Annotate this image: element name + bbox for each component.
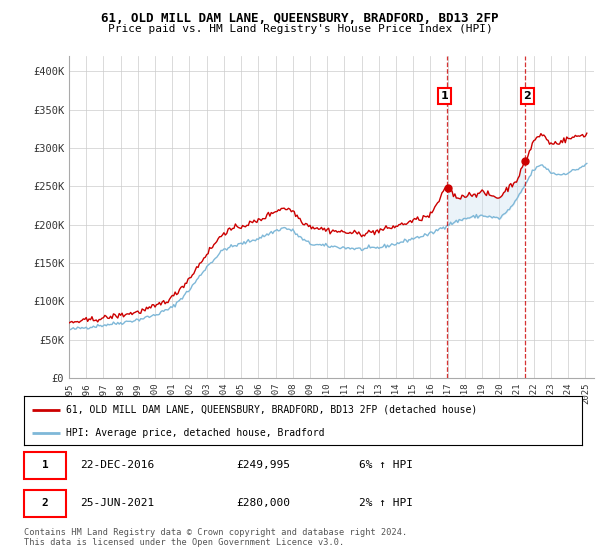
FancyBboxPatch shape xyxy=(24,452,66,479)
Text: 25-JUN-2021: 25-JUN-2021 xyxy=(80,498,154,508)
Text: HPI: Average price, detached house, Bradford: HPI: Average price, detached house, Brad… xyxy=(66,428,325,438)
Text: 22-DEC-2016: 22-DEC-2016 xyxy=(80,460,154,470)
FancyBboxPatch shape xyxy=(24,489,66,517)
Text: 61, OLD MILL DAM LANE, QUEENSBURY, BRADFORD, BD13 2FP (detached house): 61, OLD MILL DAM LANE, QUEENSBURY, BRADF… xyxy=(66,405,477,415)
Text: £280,000: £280,000 xyxy=(236,498,290,508)
Text: Price paid vs. HM Land Registry's House Price Index (HPI): Price paid vs. HM Land Registry's House … xyxy=(107,24,493,34)
Text: 6% ↑ HPI: 6% ↑ HPI xyxy=(359,460,413,470)
Text: 1: 1 xyxy=(41,460,48,470)
Text: 2% ↑ HPI: 2% ↑ HPI xyxy=(359,498,413,508)
Text: 1: 1 xyxy=(441,91,448,101)
Text: 2: 2 xyxy=(41,498,48,508)
Text: £249,995: £249,995 xyxy=(236,460,290,470)
Text: 61, OLD MILL DAM LANE, QUEENSBURY, BRADFORD, BD13 2FP: 61, OLD MILL DAM LANE, QUEENSBURY, BRADF… xyxy=(101,12,499,25)
Text: Contains HM Land Registry data © Crown copyright and database right 2024.
This d: Contains HM Land Registry data © Crown c… xyxy=(24,528,407,547)
Text: 2: 2 xyxy=(524,91,531,101)
